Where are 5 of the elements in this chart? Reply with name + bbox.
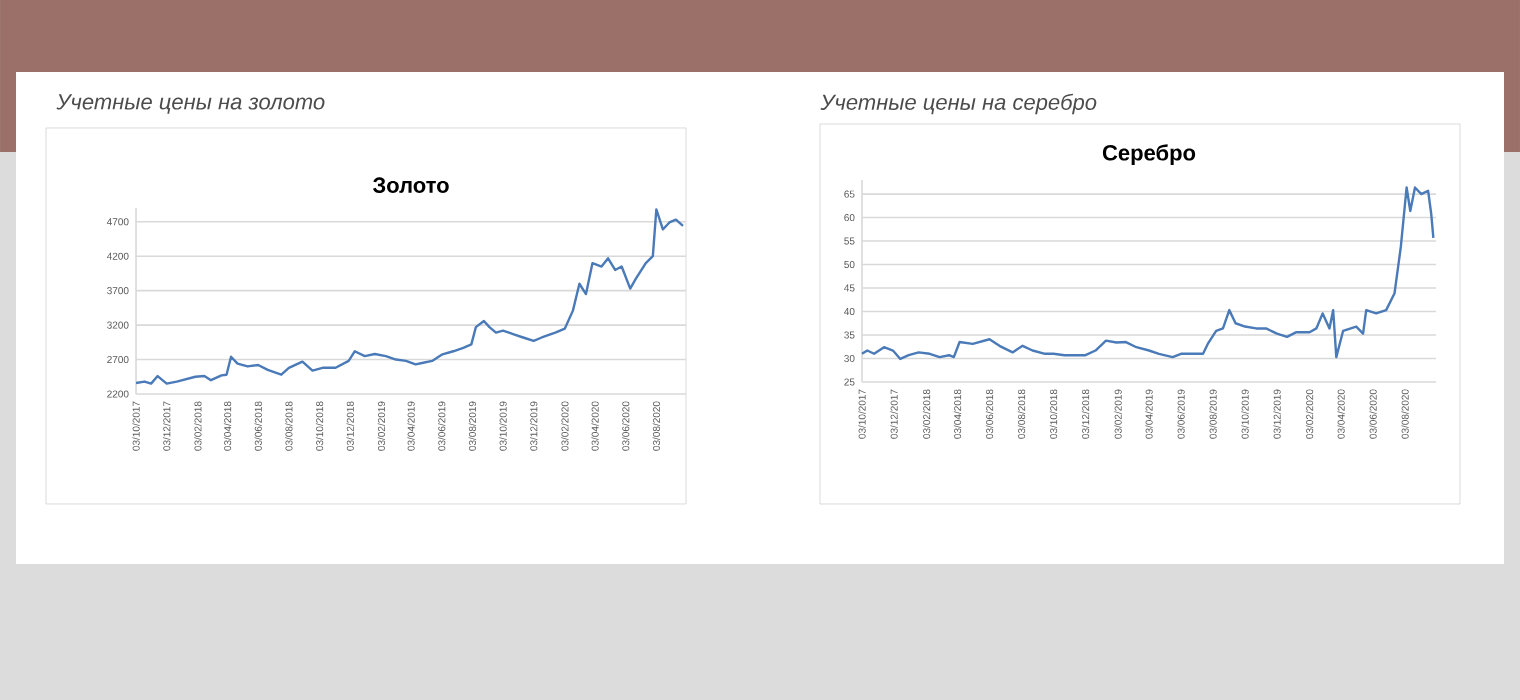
chart-title: Золото — [372, 177, 449, 193]
chart-title: Серебро — [1102, 144, 1196, 165]
text: Учетные цены на серебро — [820, 93, 1097, 115]
line-series — [134, 208, 685, 385]
text: Учетные цены на золото — [56, 94, 325, 114]
